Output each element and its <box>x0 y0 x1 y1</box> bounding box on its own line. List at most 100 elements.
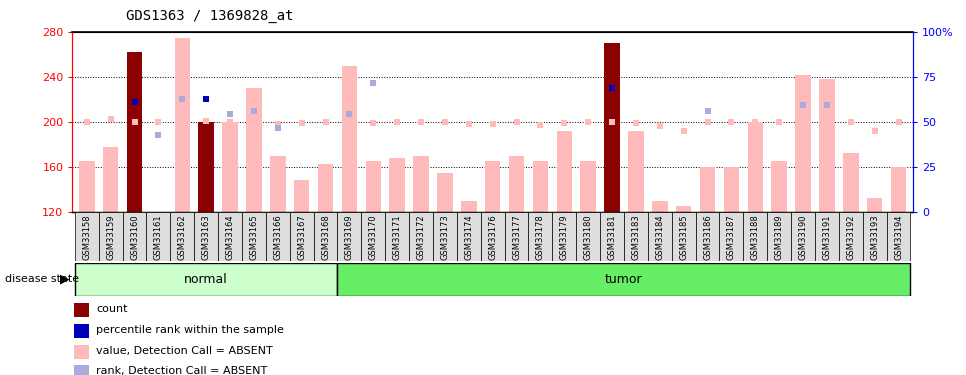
Bar <box>457 212 481 261</box>
Bar <box>843 153 859 212</box>
Bar <box>438 172 453 212</box>
Bar <box>624 212 648 261</box>
Bar <box>218 212 242 261</box>
Bar <box>767 212 791 261</box>
Bar <box>528 212 553 261</box>
Text: GSM33190: GSM33190 <box>799 214 808 260</box>
Text: GSM33192: GSM33192 <box>846 214 855 260</box>
Bar <box>553 212 577 261</box>
Bar <box>433 212 457 261</box>
Bar <box>699 167 715 212</box>
Bar <box>409 212 433 261</box>
Text: value, Detection Call = ABSENT: value, Detection Call = ABSENT <box>96 346 272 356</box>
Bar <box>867 198 882 212</box>
Bar <box>194 212 218 261</box>
Text: count: count <box>96 304 128 314</box>
Bar <box>676 206 692 212</box>
Text: GSM33159: GSM33159 <box>106 214 115 260</box>
Bar <box>605 43 620 212</box>
Bar <box>170 212 194 261</box>
Bar <box>600 212 624 261</box>
Text: tumor: tumor <box>605 273 642 286</box>
Bar <box>198 122 213 212</box>
Text: GSM33168: GSM33168 <box>321 214 330 260</box>
Bar <box>103 147 119 212</box>
Text: GSM33178: GSM33178 <box>536 214 545 260</box>
Text: GSM33184: GSM33184 <box>655 214 665 260</box>
Text: GSM33186: GSM33186 <box>703 214 712 260</box>
Text: GSM33158: GSM33158 <box>82 214 91 260</box>
Bar <box>581 161 596 212</box>
Text: GSM33179: GSM33179 <box>559 214 569 260</box>
Text: GSM33180: GSM33180 <box>583 214 593 260</box>
Bar <box>413 156 429 212</box>
Bar <box>556 131 572 212</box>
Bar <box>819 79 835 212</box>
Bar <box>838 212 863 261</box>
Bar <box>724 167 739 212</box>
Bar <box>648 212 671 261</box>
Text: GSM33176: GSM33176 <box>488 214 497 260</box>
Bar <box>389 158 405 212</box>
Bar <box>671 212 696 261</box>
Bar <box>365 161 381 212</box>
Bar <box>361 212 385 261</box>
Text: GSM33174: GSM33174 <box>465 214 473 260</box>
Bar <box>795 75 810 212</box>
Bar <box>74 345 89 358</box>
Text: GSM33163: GSM33163 <box>202 214 211 260</box>
Text: GSM33161: GSM33161 <box>154 214 163 260</box>
Bar <box>744 212 767 261</box>
Text: GDS1363 / 1369828_at: GDS1363 / 1369828_at <box>126 9 293 23</box>
Bar <box>485 161 500 212</box>
Bar <box>342 66 357 212</box>
Text: ▶: ▶ <box>60 273 70 286</box>
Bar <box>652 201 668 212</box>
Bar <box>891 167 906 212</box>
Bar <box>748 122 763 212</box>
Text: GSM33193: GSM33193 <box>870 214 879 260</box>
Bar <box>147 212 170 261</box>
Text: GSM33188: GSM33188 <box>751 214 760 260</box>
Bar <box>696 212 720 261</box>
Text: GSM33170: GSM33170 <box>369 214 378 260</box>
Bar <box>242 212 266 261</box>
Text: GSM33183: GSM33183 <box>632 214 640 260</box>
Bar <box>481 212 504 261</box>
Bar <box>532 161 548 212</box>
Text: GSM33171: GSM33171 <box>392 214 402 260</box>
Text: GSM33160: GSM33160 <box>130 214 139 260</box>
Bar <box>772 161 787 212</box>
Text: normal: normal <box>185 273 228 286</box>
Text: GSM33172: GSM33172 <box>416 214 426 260</box>
Bar <box>314 212 337 261</box>
Text: GSM33167: GSM33167 <box>298 214 306 260</box>
Bar <box>720 212 744 261</box>
Bar <box>337 212 361 261</box>
Bar <box>175 38 190 212</box>
Text: GSM33191: GSM33191 <box>822 214 832 260</box>
Text: GSM33164: GSM33164 <box>225 214 235 260</box>
Bar <box>577 212 600 261</box>
Bar <box>123 212 147 261</box>
Bar <box>74 262 337 296</box>
Text: GSM33189: GSM33189 <box>775 214 783 260</box>
Bar <box>74 324 89 338</box>
Bar <box>504 212 528 261</box>
Text: GSM33181: GSM33181 <box>608 214 616 260</box>
Bar <box>628 131 643 212</box>
Text: GSM33194: GSM33194 <box>895 214 903 260</box>
Bar <box>385 212 409 261</box>
Bar <box>74 303 89 316</box>
Bar <box>815 212 838 261</box>
Text: percentile rank within the sample: percentile rank within the sample <box>96 325 284 335</box>
Bar <box>266 212 290 261</box>
Bar <box>99 212 123 261</box>
Bar <box>290 212 314 261</box>
Bar <box>74 212 99 261</box>
Bar <box>270 156 286 212</box>
Bar <box>863 212 887 261</box>
Text: GSM33166: GSM33166 <box>273 214 282 260</box>
Bar <box>461 201 476 212</box>
Bar <box>79 161 95 212</box>
